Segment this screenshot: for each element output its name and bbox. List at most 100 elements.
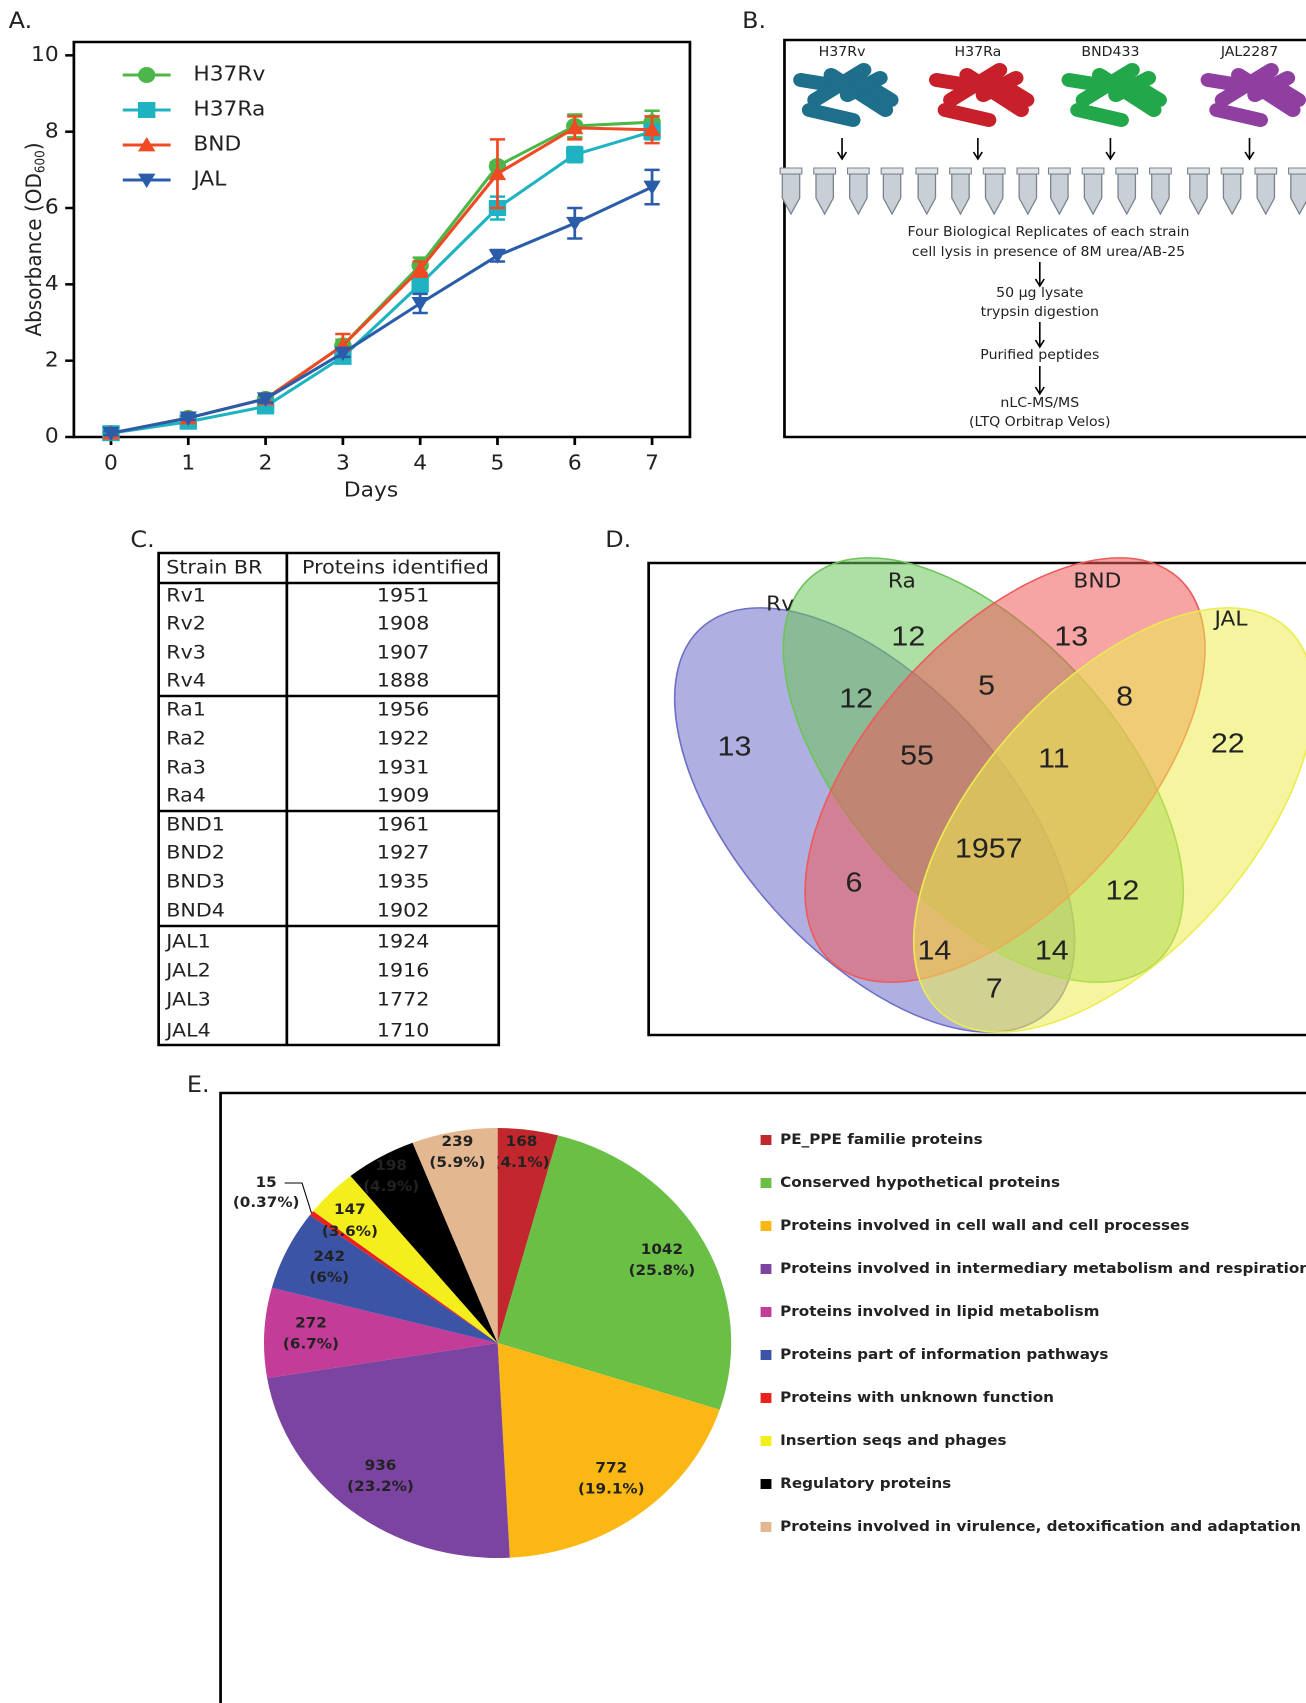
tube xyxy=(883,174,900,214)
legend-label: Proteins involved in intermediary metabo… xyxy=(780,1260,1306,1276)
table-cell: Rv4 xyxy=(166,669,206,691)
arrow xyxy=(1245,138,1254,159)
slice-value: 772 xyxy=(595,1460,627,1476)
strain-label: H37Rv xyxy=(819,44,866,59)
tube-cap xyxy=(814,168,836,174)
venn-count: 14 xyxy=(1035,935,1069,966)
tube xyxy=(1257,174,1274,214)
y-axis-label: Absorbance (OD600) xyxy=(21,142,47,336)
legend-label: Proteins involved in cell wall and cell … xyxy=(780,1217,1189,1233)
workflow-step: trypsin digestion xyxy=(981,304,1099,319)
legend-swatch xyxy=(761,1135,772,1145)
slice-value: 147 xyxy=(334,1201,366,1217)
x-tick-label: 0 xyxy=(104,452,118,475)
table-cell: 1909 xyxy=(377,784,430,806)
y-tick-label: 4 xyxy=(45,272,59,295)
point xyxy=(411,297,428,311)
slice-value: 936 xyxy=(365,1457,397,1473)
y-tick-label: 8 xyxy=(45,119,59,142)
point xyxy=(566,147,583,163)
venn-count: 13 xyxy=(718,731,752,762)
workflow-step: Purified peptides xyxy=(980,347,1099,362)
slice-value: 242 xyxy=(313,1249,345,1265)
table-cell: 1710 xyxy=(377,1019,430,1041)
tube-cap xyxy=(950,168,972,174)
table-cell: BND4 xyxy=(166,899,225,921)
slice-percent: (6.7%) xyxy=(283,1336,339,1352)
figure: A.B.C.D.E.024681001234567DaysAbsorbance … xyxy=(0,0,1306,1703)
table-cell: 1935 xyxy=(377,870,430,892)
tube-cap xyxy=(1116,168,1138,174)
y-axis-label-text: Absorbance (OD xyxy=(21,173,46,336)
venn-count: 12 xyxy=(839,683,873,714)
slice-percent: (4.1%) xyxy=(494,1154,550,1170)
tube-cap xyxy=(1255,168,1277,174)
pie-slice xyxy=(267,1343,510,1558)
panel-label: D. xyxy=(605,528,631,553)
table-cell: BND1 xyxy=(166,813,225,835)
table-cell: JAL1 xyxy=(164,930,211,952)
arrow xyxy=(838,138,847,159)
tube xyxy=(850,174,867,214)
legend-label: Insertion seqs and phages xyxy=(780,1432,1006,1448)
line xyxy=(111,122,652,433)
y-axis-label-close: ) xyxy=(21,142,46,150)
table-cell: 1916 xyxy=(377,959,430,981)
legend-label: H37Rv xyxy=(193,63,265,86)
tube xyxy=(1291,174,1306,214)
tube xyxy=(918,174,935,214)
venn-count: 14 xyxy=(917,935,951,966)
point xyxy=(411,276,428,292)
x-tick-label: 5 xyxy=(491,452,505,475)
panel-label: A. xyxy=(9,9,33,34)
slice-percent: (19.1%) xyxy=(578,1481,645,1497)
slice-percent: (3.6%) xyxy=(322,1223,378,1239)
venn-count: 8 xyxy=(1116,681,1133,712)
slice-value: 272 xyxy=(295,1315,327,1331)
tube xyxy=(1051,174,1068,214)
y-tick-label: 0 xyxy=(45,425,59,448)
x-tick-label: 2 xyxy=(259,452,273,475)
x-tick-label: 1 xyxy=(181,452,195,475)
tube-cap xyxy=(881,168,903,174)
tube-cap xyxy=(1082,168,1104,174)
y-tick-label: 10 xyxy=(31,43,59,66)
legend-swatch xyxy=(761,1393,772,1403)
legend-label: Proteins involved in virulence, detoxifi… xyxy=(780,1518,1301,1534)
series xyxy=(102,124,660,441)
table-cell: Ra4 xyxy=(166,784,206,806)
venn-set-label: Rv xyxy=(766,593,794,616)
tube-cap xyxy=(916,168,938,174)
bacteria xyxy=(1208,70,1298,120)
table-cell: 1922 xyxy=(377,727,430,749)
point xyxy=(643,181,660,195)
legend-label: Proteins part of information pathways xyxy=(780,1346,1108,1362)
tube xyxy=(985,174,1002,214)
tube xyxy=(1084,174,1101,214)
table-cell: 1956 xyxy=(377,698,430,720)
table-cell: JAL4 xyxy=(164,1019,211,1041)
workflow-step: cell lysis in presence of 8M urea/AB-25 xyxy=(912,244,1185,259)
bacteria xyxy=(801,70,891,120)
table-cell: 1961 xyxy=(377,813,430,835)
line xyxy=(111,128,652,433)
series xyxy=(102,116,660,439)
slice-percent: (0.37%) xyxy=(233,1194,300,1210)
table-cell: JAL2 xyxy=(164,959,211,981)
tube xyxy=(1152,174,1169,214)
tube xyxy=(1019,174,1036,214)
legend-label: H37Ra xyxy=(193,98,265,121)
y-tick-label: 6 xyxy=(45,196,59,219)
point xyxy=(566,217,583,231)
tube-cap xyxy=(1289,168,1306,174)
arrow xyxy=(1035,366,1044,394)
legend-label: Conserved hypothetical proteins xyxy=(780,1174,1060,1190)
tube-cap xyxy=(1150,168,1172,174)
table-cell: Ra3 xyxy=(166,756,206,778)
workflow-step: Four Biological Replicates of each strai… xyxy=(908,224,1190,239)
plot-frame xyxy=(74,42,690,437)
table-cell: JAL3 xyxy=(164,988,211,1010)
tube xyxy=(1118,174,1135,214)
slice-percent: (23.2%) xyxy=(347,1478,414,1494)
legend-label: PE_PPE familie proteins xyxy=(780,1131,983,1147)
